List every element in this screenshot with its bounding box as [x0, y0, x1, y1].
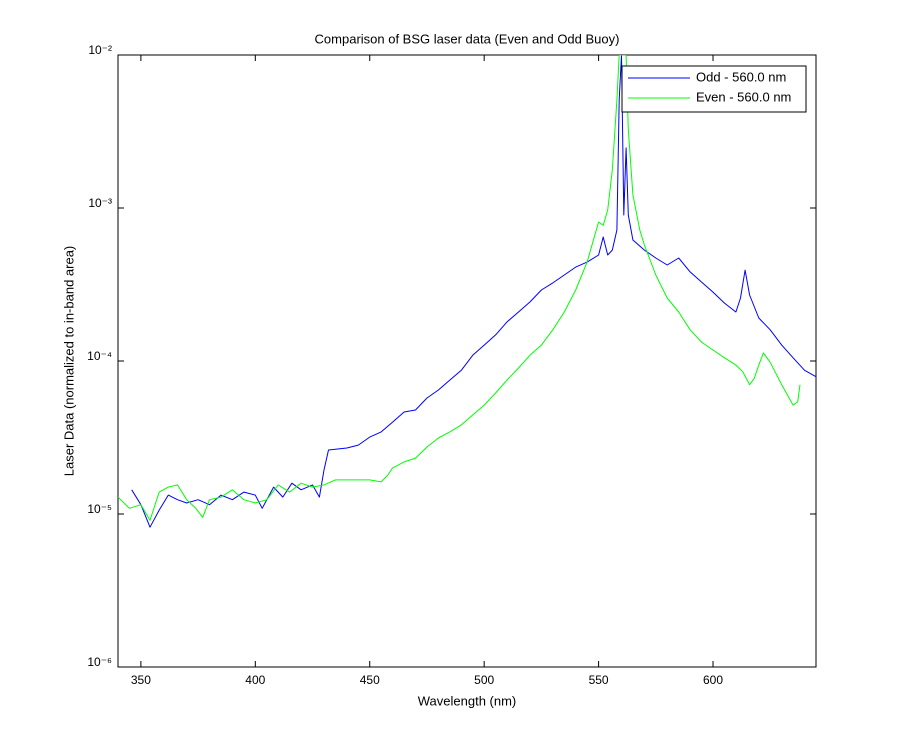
series-line [131, 55, 816, 528]
lines [118, 55, 816, 528]
chart-title: Comparison of BSG laser data (Even and O… [315, 31, 620, 46]
x-tick-label: 350 [131, 673, 151, 687]
y-axis-label: Laser Data (normalized to in-band area) [61, 246, 76, 477]
legend-box [621, 65, 807, 113]
x-tick-label: 500 [474, 673, 494, 687]
y-tick-label: 10⁻⁶ [87, 655, 112, 669]
x-axis-label: Wavelength (nm) [418, 693, 517, 708]
y-tick-label: 10⁻² [88, 43, 112, 57]
legend-label: Even - 560.0 nm [696, 89, 791, 104]
x-tick-label: 400 [245, 673, 265, 687]
x-tick-label: 550 [589, 673, 609, 687]
y-tick-label: 10⁻⁴ [87, 349, 112, 363]
y-tick-label: 10⁻³ [88, 196, 112, 210]
plot-area [117, 54, 817, 668]
legend-label: Odd - 560.0 nm [696, 69, 786, 84]
series-line [118, 55, 801, 521]
y-tick-label: 10⁻⁵ [87, 502, 112, 516]
x-tick-label: 450 [360, 673, 380, 687]
x-tick-label: 600 [703, 673, 723, 687]
